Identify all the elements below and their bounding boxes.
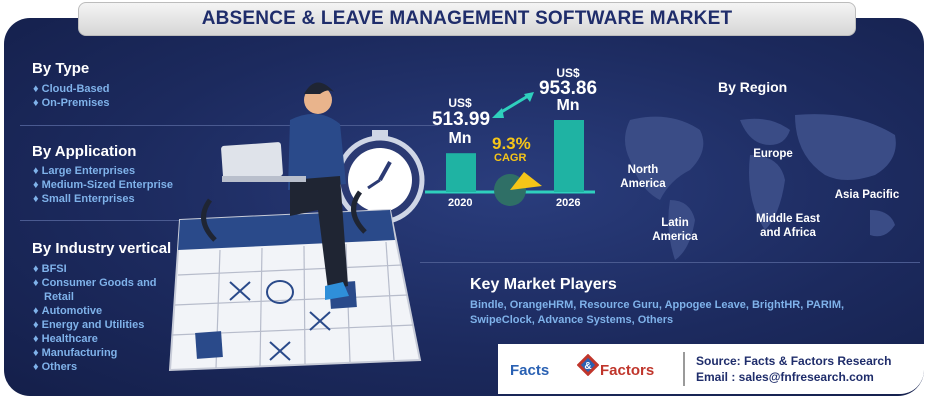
region-asia-pacific: Asia Pacific (834, 189, 900, 201)
footer-email: Email : sales@fnfresearch.com (696, 370, 874, 384)
page-title: ABSENCE & LEAVE MANAGEMENT SOFTWARE MARK… (201, 8, 733, 29)
region-north-america: North America (620, 164, 666, 190)
title-banner (78, 2, 856, 36)
list-item: ♦ On-Premises (33, 97, 110, 109)
value-prefix-2026: US$ (556, 66, 580, 80)
list-item: ♦ Cloud-Based (33, 83, 110, 95)
divider (20, 125, 438, 126)
list-item: ♦ Manufacturing (33, 347, 118, 359)
logo-factors: Factors (600, 362, 655, 379)
person-figure (221, 82, 349, 300)
value-unit-2026: Mn (556, 97, 580, 114)
world-map-icon (625, 114, 896, 260)
year-label-2026: 2026 (556, 197, 581, 209)
value-2020: 513.99 (431, 109, 491, 130)
list-item: ♦ Consumer Goods and (33, 277, 157, 289)
by-type-heading: By Type (32, 60, 90, 77)
by-region-heading: By Region (718, 79, 788, 95)
logo-amp-text: & (584, 361, 591, 372)
clock-icon (335, 130, 425, 225)
list-item: ♦ BFSI (33, 263, 67, 275)
bar-2026 (554, 120, 584, 192)
list-item: ♦ Medium-Sized Enterprise (33, 179, 174, 191)
footer-source: Source: Facts & Factors Research (696, 354, 892, 368)
cagr-value: 9.3% (492, 134, 531, 153)
logo-icon: & (577, 354, 599, 376)
cagr-label: CAGR (494, 152, 527, 164)
footer-bar (498, 344, 924, 394)
calendar-icon (168, 190, 422, 372)
key-players-list: Bindle, OrangeHRM, Resource Guru, Appoge… (470, 299, 845, 326)
logo-facts: Facts (510, 362, 550, 379)
by-industry-heading: By Industry vertical (32, 240, 172, 257)
list-item: Retail (44, 291, 74, 303)
cagr-gauge (494, 172, 542, 206)
list-item: ♦ Energy and Utilities (33, 319, 145, 331)
year-label-2020: 2020 (448, 197, 473, 209)
list-item: ♦ Large Enterprises (33, 165, 136, 177)
by-application-heading: By Application (32, 143, 137, 160)
calendar-person-illustration (168, 82, 425, 372)
list-item: ♦ Healthcare (33, 333, 98, 345)
bar-2020 (446, 153, 476, 192)
divider (420, 262, 920, 263)
value-2026: 953.86 (538, 78, 598, 99)
list-item: ♦ Small Enterprises (33, 193, 135, 205)
by-application-list: ♦ Large Enterprises ♦ Medium-Sized Enterpr… (33, 164, 173, 206)
footer-separator (683, 352, 685, 386)
region-latin-america: Latin America (652, 217, 698, 243)
value-prefix-2020: US$ (448, 96, 472, 110)
region-middle-east-africa: Middle East and Africa (756, 213, 820, 239)
arrow-icon (492, 92, 534, 118)
list-item: ♦ Others (33, 361, 78, 373)
market-size-chart (425, 92, 595, 206)
value-unit-2020: Mn (448, 130, 472, 147)
key-players-heading: Key Market Players (470, 276, 617, 293)
by-industry-list: ♦ BFSI ♦ Consumer Goods and Retail ♦ Automo… (33, 262, 157, 374)
divider (20, 220, 220, 221)
region-europe: Europe (753, 148, 793, 160)
by-type-list: ♦ Cloud-Based ♦ On-Premises (33, 82, 110, 110)
list-item: ♦ Automotive (33, 305, 103, 317)
